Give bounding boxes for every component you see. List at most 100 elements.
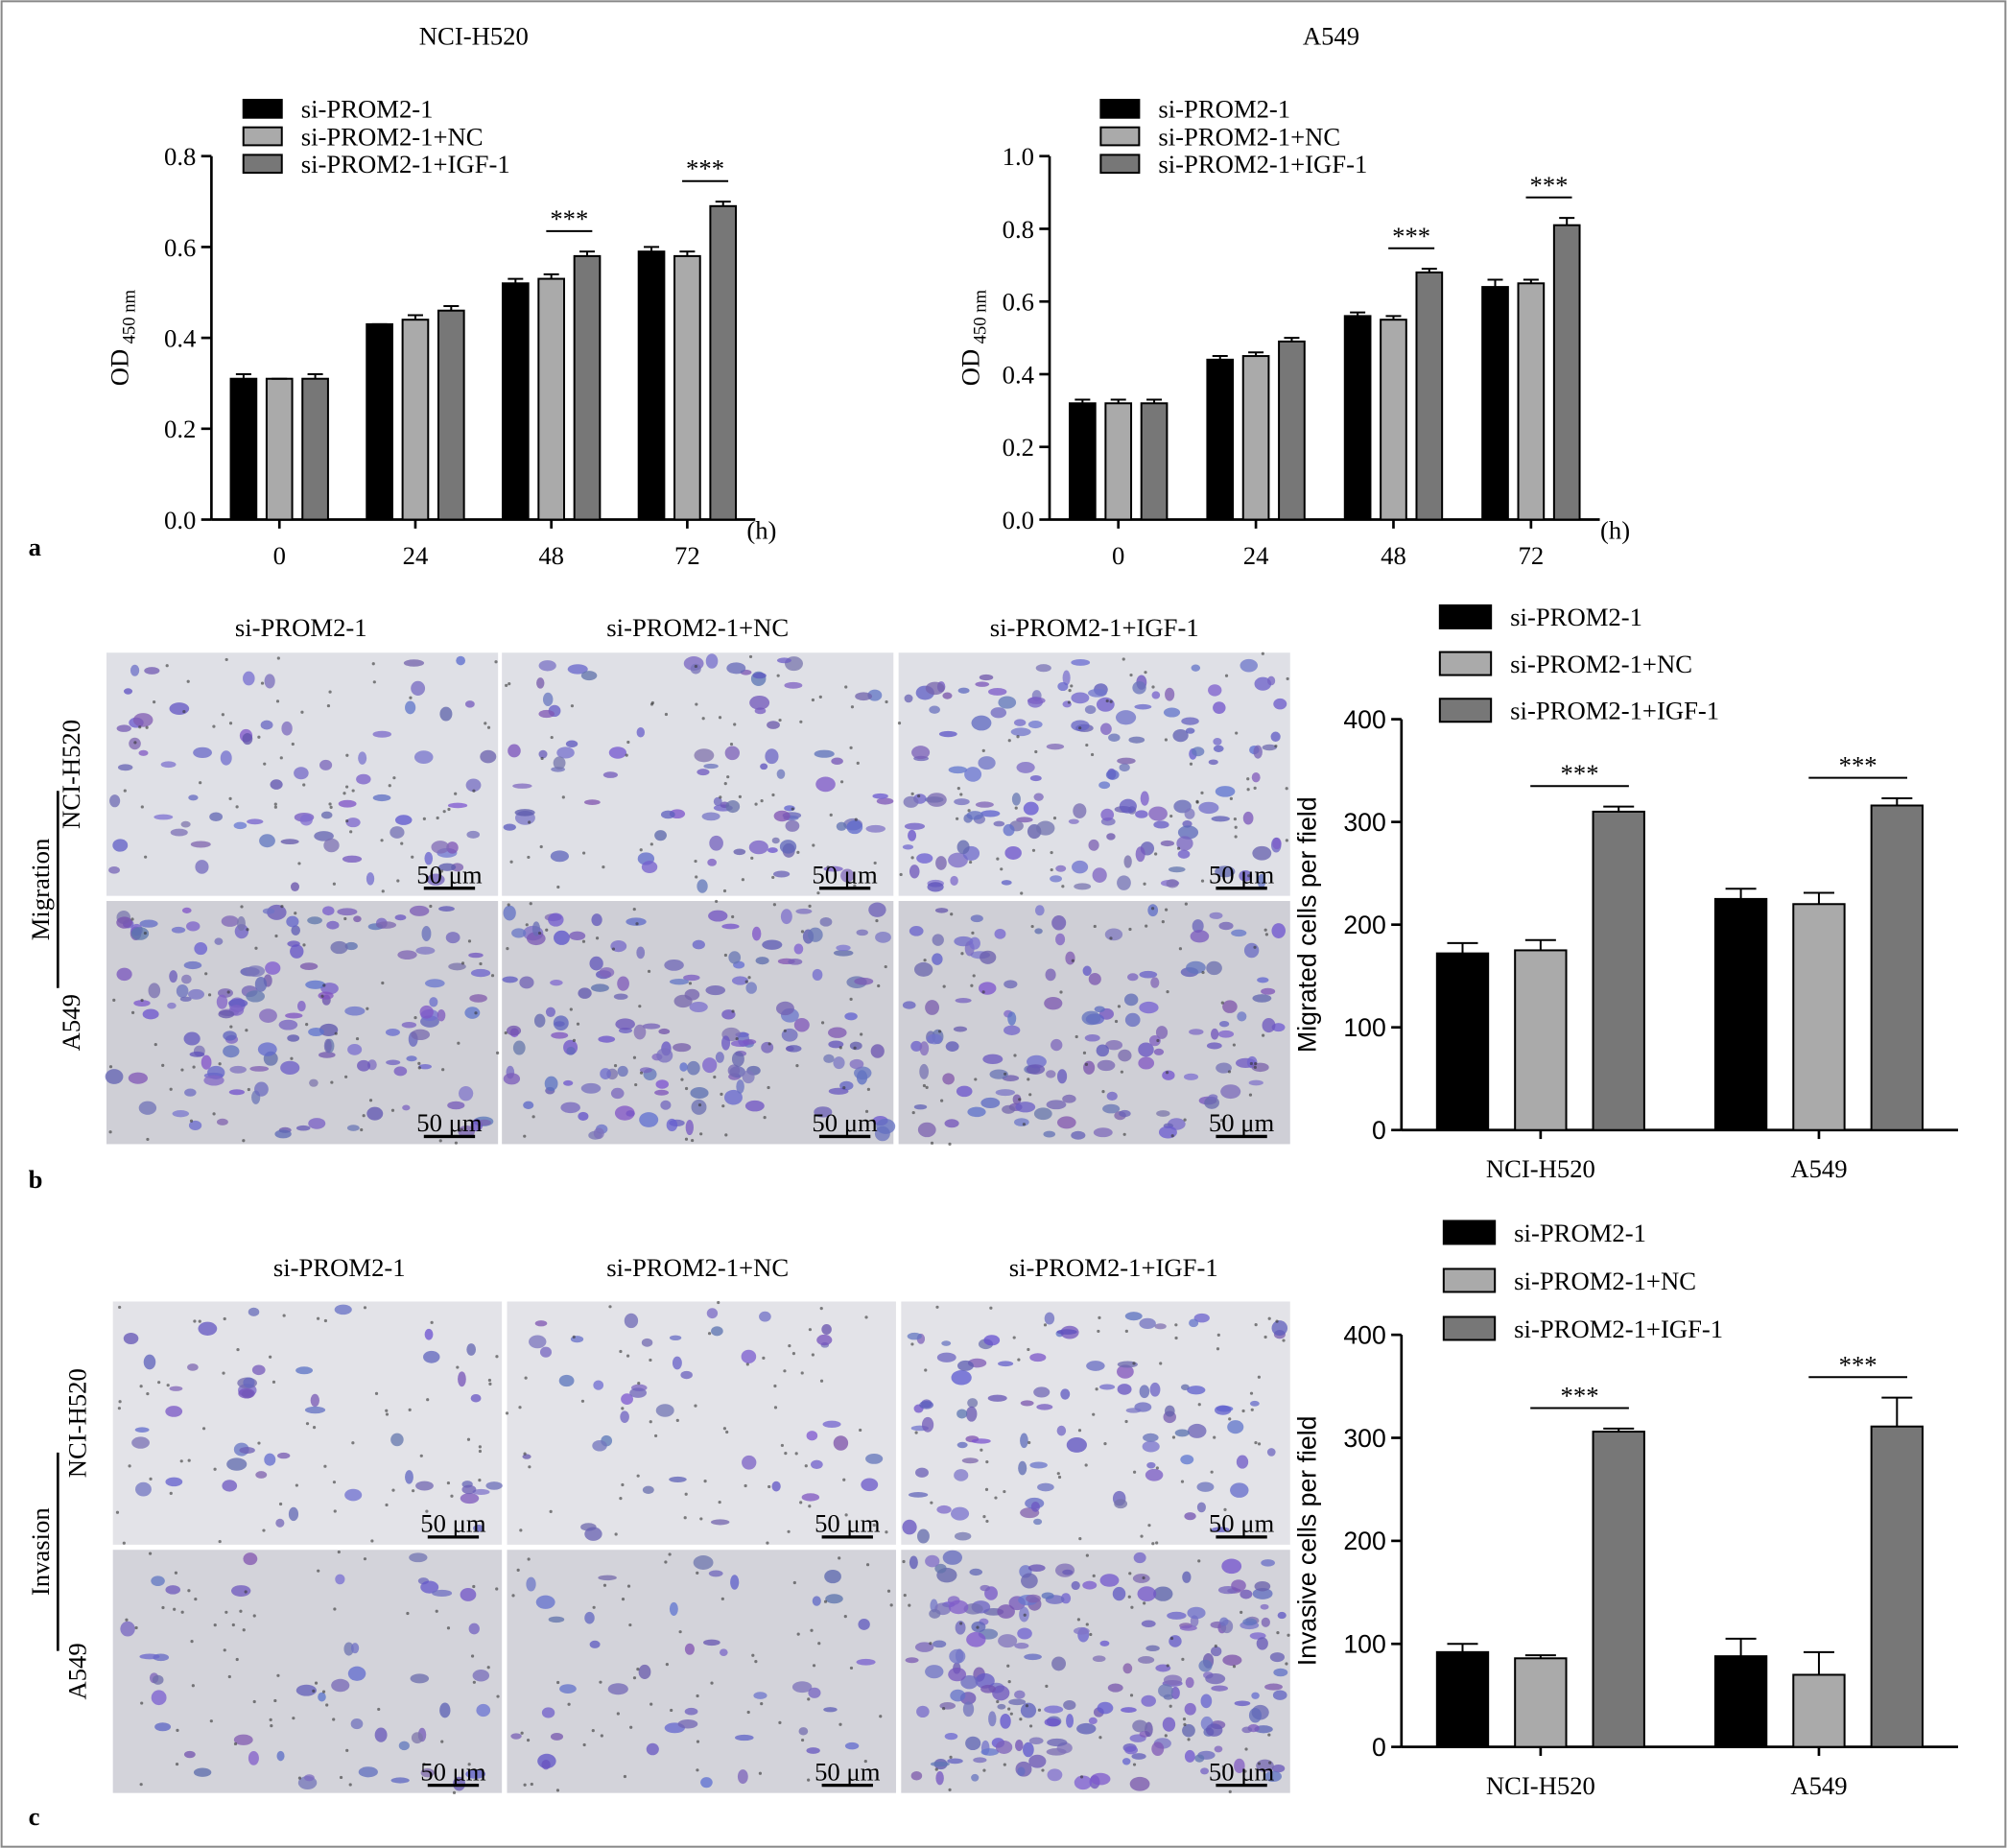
cell xyxy=(713,796,722,806)
pore xyxy=(520,1731,524,1735)
pore xyxy=(528,1465,531,1469)
pore xyxy=(508,682,511,686)
cell xyxy=(1176,836,1193,851)
cell xyxy=(1082,965,1092,977)
pore xyxy=(791,1352,796,1356)
pore xyxy=(800,1371,804,1375)
cell xyxy=(1036,1404,1053,1410)
pore xyxy=(650,700,654,705)
cell xyxy=(723,1089,743,1105)
cell xyxy=(791,1681,813,1694)
cell xyxy=(1118,1049,1132,1062)
cell xyxy=(242,732,253,746)
cell xyxy=(337,908,358,916)
cell xyxy=(290,944,304,959)
pore xyxy=(145,725,149,729)
cell xyxy=(692,939,705,950)
x-tick-label: 0 xyxy=(273,541,286,570)
cell xyxy=(424,851,434,865)
cell xyxy=(1105,1039,1123,1051)
pore xyxy=(853,1046,857,1050)
cell xyxy=(1253,745,1263,759)
pore xyxy=(467,1763,471,1766)
cell xyxy=(753,1692,767,1699)
cell xyxy=(237,915,246,932)
pore xyxy=(139,1385,143,1388)
cell xyxy=(259,834,275,848)
cell xyxy=(410,1673,430,1684)
cell xyxy=(1264,1683,1283,1691)
cell xyxy=(195,860,209,874)
pore xyxy=(1213,1435,1216,1439)
cell xyxy=(936,1352,956,1362)
cell xyxy=(1204,1096,1219,1109)
cell xyxy=(1081,1010,1101,1026)
pore xyxy=(1216,1333,1220,1337)
pore xyxy=(649,1702,653,1706)
cell xyxy=(188,794,199,801)
pore xyxy=(1151,1542,1155,1546)
cell xyxy=(342,855,363,864)
pore xyxy=(392,776,396,780)
cell xyxy=(911,746,931,760)
cell xyxy=(246,965,266,978)
cell xyxy=(948,766,968,774)
cell xyxy=(691,1099,707,1115)
cell xyxy=(875,931,891,943)
cell xyxy=(401,1021,417,1029)
cell xyxy=(458,1085,474,1102)
pore xyxy=(787,1529,791,1533)
cell xyxy=(142,1008,159,1020)
cell xyxy=(1273,698,1287,710)
error-bar xyxy=(407,314,423,320)
pore xyxy=(1009,1712,1013,1716)
cell xyxy=(411,680,426,696)
pore xyxy=(180,1610,184,1614)
cell xyxy=(1027,1564,1046,1572)
pore xyxy=(1000,867,1004,871)
pore xyxy=(897,721,902,725)
pore xyxy=(634,1082,638,1087)
cell xyxy=(876,797,894,805)
bar xyxy=(1278,340,1306,521)
cell xyxy=(216,1118,228,1125)
pore xyxy=(859,1428,862,1433)
pore xyxy=(1147,1524,1151,1528)
cell xyxy=(553,1015,569,1031)
pore xyxy=(460,961,465,965)
pore xyxy=(371,662,375,666)
pore xyxy=(668,1552,672,1556)
cell xyxy=(598,1575,617,1581)
pore xyxy=(302,943,306,947)
bar xyxy=(1592,1431,1645,1748)
cell xyxy=(993,820,1005,827)
pore xyxy=(1183,1722,1187,1726)
pore xyxy=(1056,1472,1060,1476)
cell xyxy=(276,1750,285,1762)
pore xyxy=(889,1603,893,1607)
cell xyxy=(995,1740,1013,1754)
cell xyxy=(338,799,357,808)
cell xyxy=(1117,1384,1132,1395)
pore xyxy=(524,1376,528,1380)
cell xyxy=(1056,1116,1076,1129)
pore xyxy=(762,1356,766,1361)
cell xyxy=(1119,763,1130,772)
cell xyxy=(1180,1455,1194,1465)
micrograph: 50 μm xyxy=(507,1550,896,1793)
cell xyxy=(1062,670,1071,686)
pore xyxy=(1189,762,1193,766)
bar xyxy=(1415,271,1444,521)
pore xyxy=(1246,788,1250,792)
cell xyxy=(690,663,701,675)
pore xyxy=(696,1768,699,1772)
cell xyxy=(1098,1384,1116,1390)
pore xyxy=(1232,1043,1236,1047)
pore xyxy=(118,1305,122,1310)
pore xyxy=(148,1552,153,1555)
pore xyxy=(799,720,803,723)
cell xyxy=(600,1068,611,1080)
cell xyxy=(1008,1698,1027,1706)
pore xyxy=(339,1775,343,1780)
pore xyxy=(1019,1718,1023,1721)
